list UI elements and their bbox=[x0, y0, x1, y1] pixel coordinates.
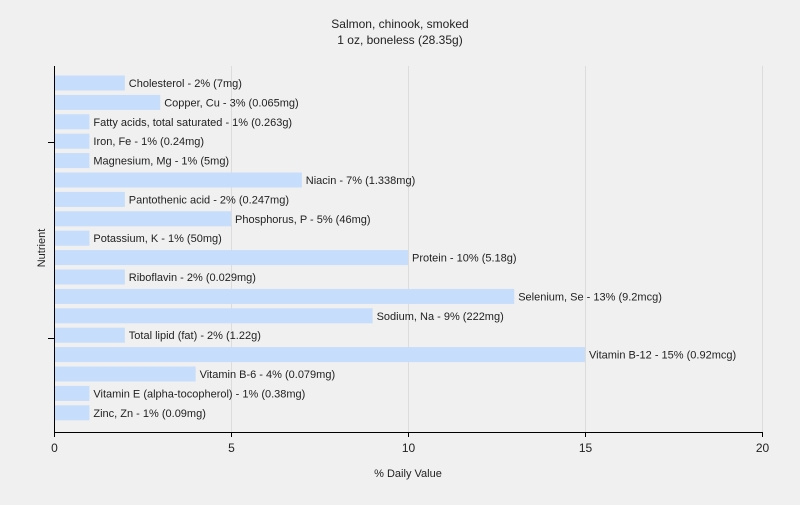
chart-subtitle: 1 oz, boneless (28.35g) bbox=[337, 33, 462, 47]
x-tick-label: 10 bbox=[402, 441, 416, 455]
bar-label: Pantothenic acid - 2% (0.247mg) bbox=[129, 194, 289, 206]
bar-label: Zinc, Zn - 1% (0.09mg) bbox=[93, 408, 205, 420]
bar bbox=[54, 327, 125, 343]
bar bbox=[54, 269, 125, 285]
bar-label: Total lipid (fat) - 2% (1.22g) bbox=[129, 330, 261, 342]
y-axis-label: Nutrient bbox=[36, 229, 48, 268]
bar-label: Fatty acids, total saturated - 1% (0.263… bbox=[93, 117, 292, 129]
bar-label: Cholesterol - 2% (7mg) bbox=[129, 78, 242, 90]
bar-label: Potassium, K - 1% (50mg) bbox=[93, 233, 221, 245]
x-tick-label: 20 bbox=[756, 441, 770, 455]
x-tick-label: 0 bbox=[51, 441, 58, 455]
bar bbox=[54, 133, 90, 149]
bar-label: Protein - 10% (5.18g) bbox=[412, 253, 517, 265]
bar-label: Riboflavin - 2% (0.029mg) bbox=[129, 272, 256, 284]
chart-title: Salmon, chinook, smoked bbox=[331, 17, 468, 31]
bar-label: Magnesium, Mg - 1% (5mg) bbox=[93, 156, 229, 168]
bar bbox=[54, 288, 515, 304]
bar bbox=[54, 172, 302, 188]
bar bbox=[54, 191, 125, 207]
bar-label: Selenium, Se - 13% (9.2mcg) bbox=[518, 291, 662, 303]
bar bbox=[54, 230, 90, 246]
bar bbox=[54, 308, 373, 324]
bar bbox=[54, 211, 231, 227]
bar-label: Niacin - 7% (1.338mg) bbox=[306, 175, 415, 187]
bar-label: Sodium, Na - 9% (222mg) bbox=[377, 311, 504, 323]
bar-label: Phosphorus, P - 5% (46mg) bbox=[235, 214, 371, 226]
bar bbox=[54, 405, 90, 421]
x-axis-label: % Daily Value bbox=[374, 468, 442, 480]
bar bbox=[54, 153, 90, 169]
bar-label: Vitamin B-12 - 15% (0.92mcg) bbox=[589, 350, 736, 362]
bar-label: Vitamin E (alpha-tocopherol) - 1% (0.38m… bbox=[93, 388, 305, 400]
bar bbox=[54, 94, 161, 110]
bar bbox=[54, 366, 196, 382]
bars: Cholesterol - 2% (7mg) Copper, Cu - 3% (0… bbox=[54, 75, 736, 421]
x-tick-label: 15 bbox=[579, 441, 593, 455]
bar bbox=[54, 250, 408, 266]
bar bbox=[54, 75, 125, 91]
bar bbox=[54, 385, 90, 401]
grid bbox=[231, 66, 763, 432]
x-tick-label: 5 bbox=[228, 441, 235, 455]
bar bbox=[54, 347, 585, 363]
bar-label: Iron, Fe - 1% (0.24mg) bbox=[93, 136, 204, 148]
bar-label: Copper, Cu - 3% (0.065mg) bbox=[164, 97, 299, 109]
bar-label: Vitamin B-6 - 4% (0.079mg) bbox=[200, 369, 336, 381]
bar bbox=[54, 114, 90, 130]
axes: 0 5 10 15 20 bbox=[48, 66, 769, 455]
